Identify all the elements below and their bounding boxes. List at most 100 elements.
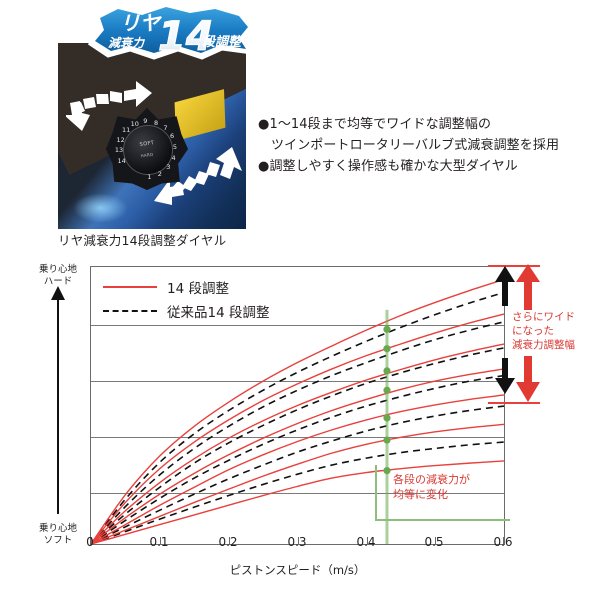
dial-number: 2	[157, 169, 162, 178]
feature-bullet-list: ●1～14段まで均等でワイドな調整幅の ツインポートロータリーバルブ式減衰調整を…	[258, 114, 598, 177]
damping-force-chart: 乗り心地 ハード 乗り心地 ソフト 14 段調整 従来品14 段調整	[0, 252, 600, 600]
gridline	[91, 437, 504, 438]
x-axis-title: ピストンスピード（m/s）	[229, 563, 366, 577]
dial-face	[123, 125, 173, 175]
conventional-range-up-arrow-icon	[495, 266, 515, 306]
product-photo-section: 14 13 12 11 10 9 8 7 6 5 4 3 2 1 SOFT HARD	[0, 0, 600, 252]
feature-badge: リヤ 減衰力 14 段調整	[82, 0, 257, 62]
curve-new	[90, 343, 505, 545]
y-axis-bottom-label: 乗り心地 ソフト	[30, 523, 86, 547]
bullet-item-2: ●調整しやすく操作感も確かな大型ダイヤル	[258, 156, 598, 177]
x-tick	[229, 537, 230, 545]
clockwise-arrow-icon	[154, 147, 242, 205]
curve-new	[90, 423, 505, 545]
dial-number: 7	[163, 123, 168, 132]
curve-new	[90, 278, 505, 545]
x-tick-label: 0.4	[356, 535, 376, 549]
gridline	[91, 381, 504, 382]
badge-text-gensuiryoku: 減衰力	[108, 36, 146, 50]
damping-adjuster-dial: 14 13 12 11 10 9 8 7 6 5 4 3 2 1 SOFT HARD	[106, 108, 188, 190]
green-callout-line1: 各段の減衰力が	[393, 473, 470, 486]
curve-conventional	[90, 347, 505, 545]
dial-number: 6	[169, 132, 175, 141]
green-marker-dot	[383, 436, 391, 444]
dial-number: 4	[171, 153, 176, 162]
dial-number: 1	[147, 172, 152, 181]
y-axis-label-line: 乗り心地	[38, 523, 77, 534]
x-tick	[160, 537, 161, 545]
dial-number: 14	[117, 156, 126, 165]
badge-text-riya: リヤ	[120, 11, 162, 35]
x-tick	[503, 537, 504, 545]
green-marker-dot	[383, 414, 391, 422]
green-marker-dot	[383, 466, 391, 475]
curve-new	[90, 313, 505, 545]
dial-number: 12	[116, 135, 125, 144]
x-tick-label: 0.3	[287, 535, 307, 549]
badge-text-dan-chosei: 段調整	[202, 34, 244, 50]
bullet-item-1: ●1～14段まで均等でワイドな調整幅の	[258, 114, 598, 135]
x-tick-label: 0.5	[424, 535, 444, 549]
curve-conventional	[90, 405, 505, 545]
x-tick	[298, 537, 299, 545]
dial-number: 8	[153, 118, 159, 127]
y-axis-label-line: ソフト	[43, 535, 73, 546]
counterclockwise-arrow-icon	[66, 81, 152, 131]
range-annotation-text: さらにワイド になった 減衰力調整幅	[512, 310, 598, 352]
range-annotation-line1: さらにワイド	[512, 311, 575, 323]
bullet-text-1: 1～14段まで均等でワイドな調整幅の	[269, 117, 492, 132]
x-tick-label: 0.2	[218, 535, 238, 549]
legend-entry-new: 14 段調整	[103, 275, 269, 299]
green-marker-dot	[383, 367, 391, 375]
legend-label-conventional: 従来品14 段調整	[167, 305, 270, 321]
bullet-marker-1: ●	[258, 117, 270, 132]
bullet-text-3: 調整しやすく操作感も確かな大型ダイヤル	[269, 159, 518, 174]
curve-new	[90, 460, 505, 545]
green-callout-box	[375, 465, 510, 521]
new-range-up-arrow-icon	[516, 264, 540, 310]
curve-conventional	[90, 291, 505, 545]
legend-swatch-solid-icon	[103, 286, 157, 288]
photo-caption: リヤ減衰力14段調整ダイヤル	[58, 233, 227, 248]
curve-new	[90, 368, 505, 545]
range-arrow-group	[488, 264, 540, 404]
dial-number: 5	[172, 142, 177, 151]
x-tick-label: 0.1	[149, 535, 169, 549]
x-tick-label: 0	[86, 535, 94, 549]
badge-graphic: リヤ 減衰力 14 段調整	[87, 0, 256, 61]
bullet-item-1-cont: ツインポートロータリーバルブ式減衰調整を採用	[258, 135, 598, 156]
green-marker-dot	[383, 325, 391, 333]
dial-number: 9	[143, 117, 148, 126]
legend-entry-conventional: 従来品14 段調整	[103, 299, 269, 323]
y-axis-label-line: ハード	[43, 276, 73, 287]
green-marker-dot	[383, 386, 391, 394]
x-tick-label: 0.6	[493, 535, 513, 549]
dial-number: 11	[122, 126, 131, 135]
gridline	[91, 493, 504, 494]
legend-label-new: 14 段調整	[167, 281, 229, 297]
curve-new	[90, 394, 505, 545]
y-axis-arrow-head-icon	[51, 286, 65, 300]
legend-swatch-dashed-icon	[103, 310, 157, 312]
y-axis: 乗り心地 ハード 乗り心地 ソフト	[30, 264, 86, 547]
y-axis-arrow-shaft	[57, 296, 59, 514]
curve-conventional	[90, 441, 505, 545]
conventional-range-down-arrow-icon	[495, 358, 515, 394]
curve-conventional	[90, 321, 505, 545]
range-annotation-line2: になった	[512, 325, 554, 337]
x-tick	[367, 537, 368, 545]
chart-legend: 14 段調整 従来品14 段調整	[103, 275, 269, 323]
marker-line-group	[383, 309, 391, 544]
gridline	[91, 325, 504, 326]
photo-highlight	[73, 193, 128, 223]
x-tick	[435, 537, 436, 545]
y-axis-top-label: 乗り心地 ハード	[30, 264, 86, 288]
dial-number: 3	[166, 163, 171, 172]
range-annotation-line3: 減衰力調整幅	[512, 339, 575, 351]
plot-area: 14 段調整 従来品14 段調整 各段の減衰力が 均等に変化	[90, 266, 510, 545]
green-callout-line2: 均等に変化	[393, 488, 448, 501]
x-tick	[91, 537, 92, 545]
badge-number-14: 14	[158, 14, 214, 60]
green-callout-text: 各段の減衰力が 均等に変化	[393, 472, 513, 502]
dial-number-ring: 14 13 12 11 10 9 8 7 6 5 4 3 2 1	[112, 114, 182, 184]
